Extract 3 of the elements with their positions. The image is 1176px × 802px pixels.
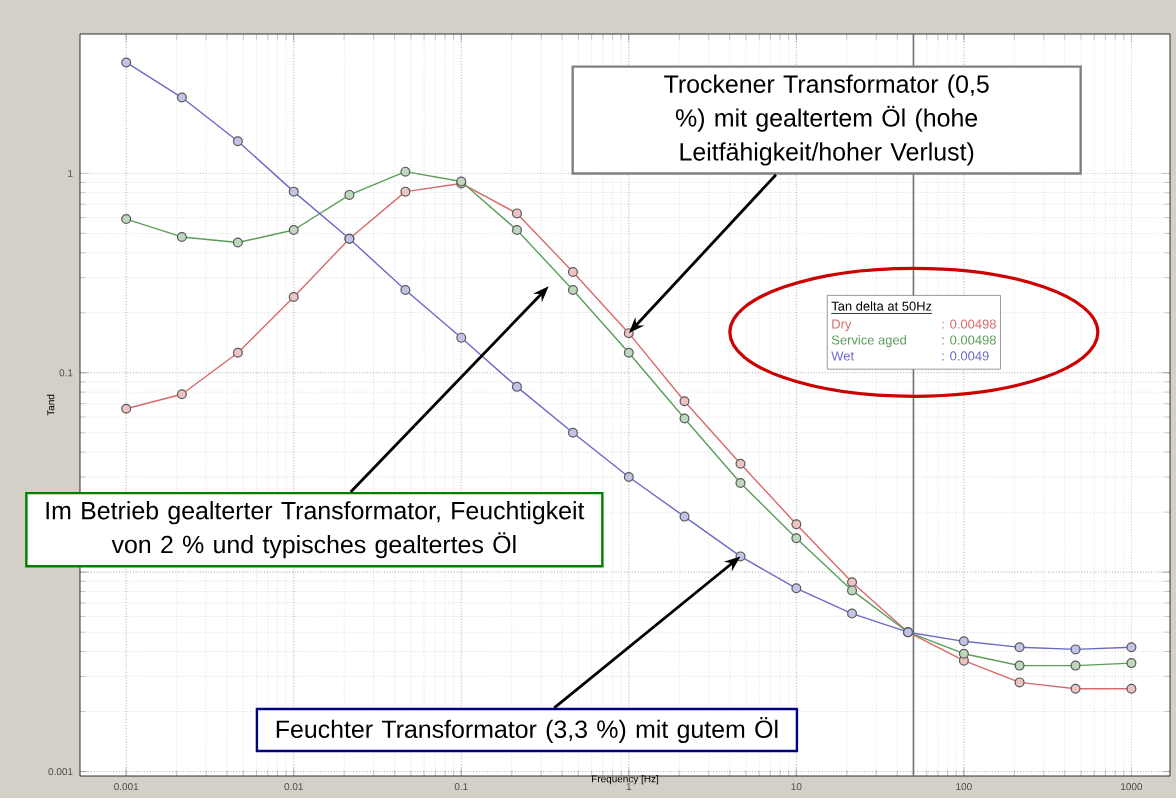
annotation: Im Betrieb gealterter Transformator, Feuchtigkeit von 2 % und typisches gealtertes Öl: [46, 501, 585, 559]
annotation: Feuchter Transformator (3,3 %) mit gutem Öl: [276, 716, 778, 743]
annotation: Trockener Transformator (0,5 %) mit gealtertem Öl (hohe Leitfähigkeit/hoher Verlust): [664, 74, 989, 166]
